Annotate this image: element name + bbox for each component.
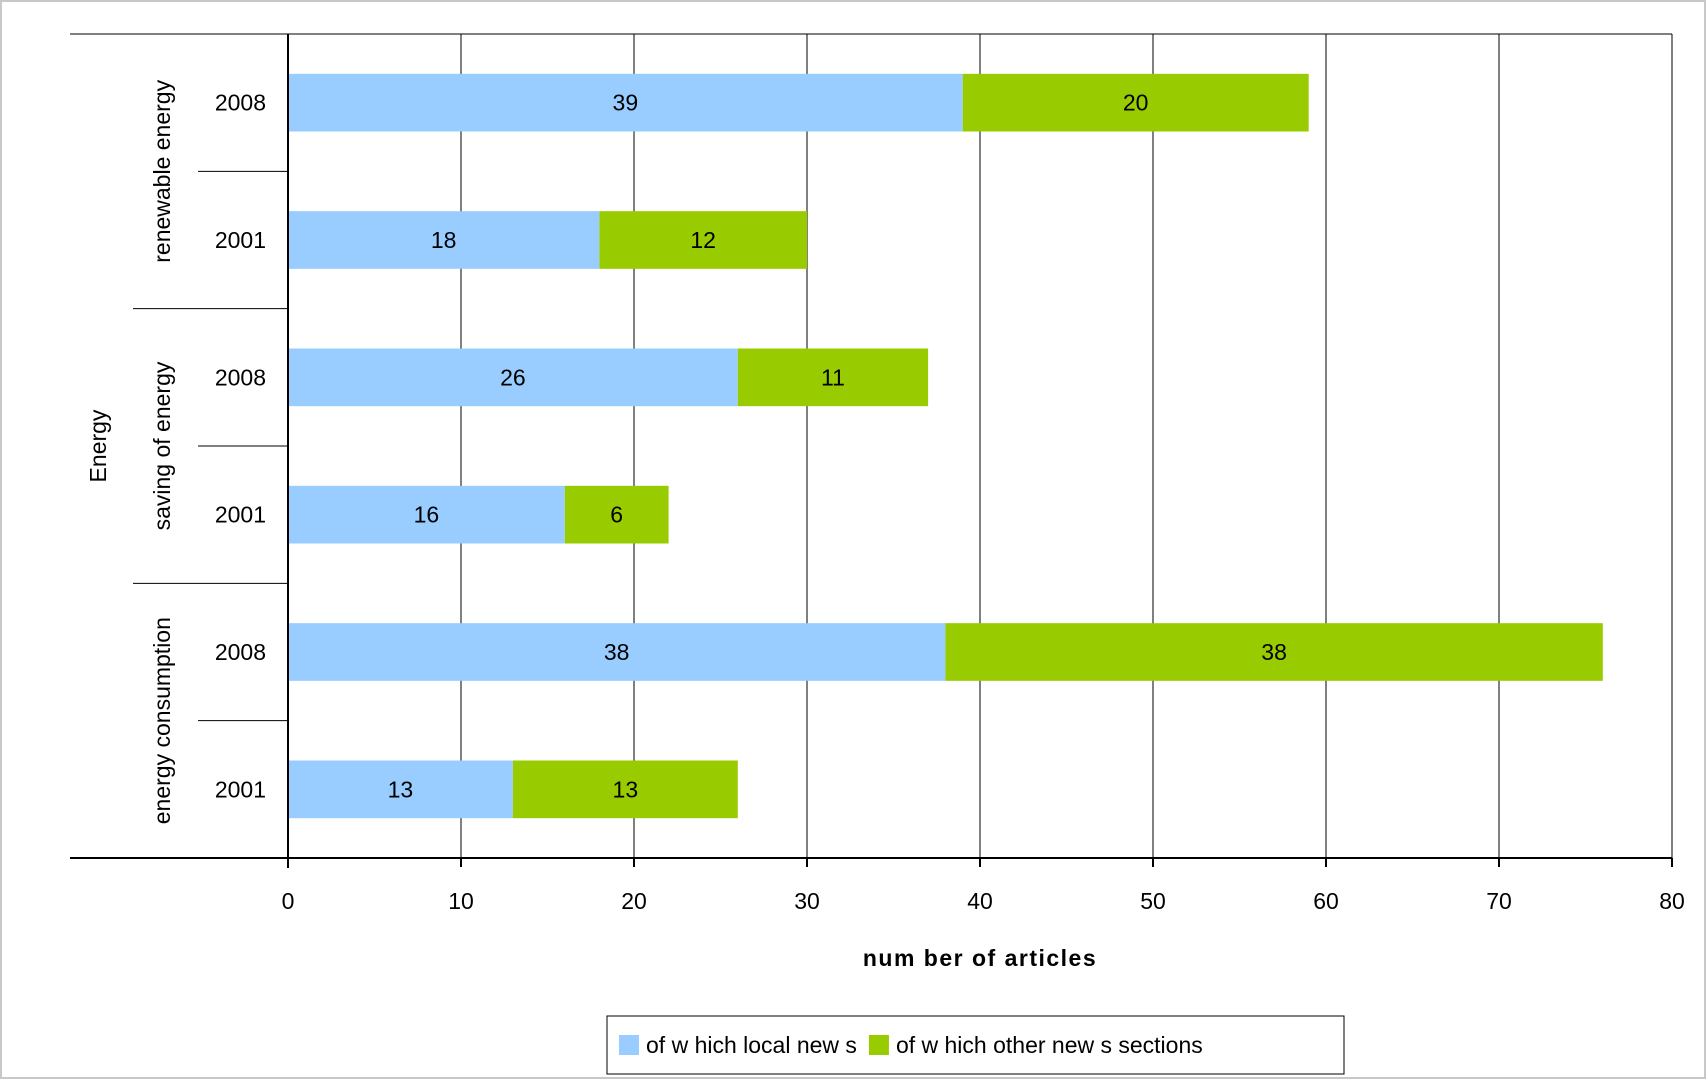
data-label: 38 [604,639,630,665]
data-label: 13 [613,776,639,802]
category-label: 2001 [215,776,266,802]
labels: 39 20 18 12 26 11 16 6 38 38 13 13 0 10 20 30 40 50 60 70 80… [85,79,1685,971]
legend-swatch [619,1035,639,1055]
x-tick-label: 50 [1140,888,1166,914]
bar-segment [945,623,1603,681]
data-label: 12 [690,227,716,253]
x-tick-label: 70 [1486,888,1512,914]
data-label: 11 [821,364,845,390]
bar-segment [599,211,807,269]
category-label: 2008 [215,364,266,390]
bar-segment [288,623,946,681]
x-tick-label: 60 [1313,888,1339,914]
category-label: 2001 [215,227,266,253]
data-label: 39 [613,90,639,116]
data-label: 16 [414,502,440,528]
bar-segment [564,485,669,544]
bar-segment [962,73,1309,132]
bars [288,73,1603,819]
category-label: 2008 [215,639,266,665]
legend-label: of w hich other new s sections [896,1032,1203,1058]
group-label: saving of energy [149,361,175,530]
data-label: 38 [1261,639,1287,665]
group-label: renewable energy [149,79,175,262]
data-label: 20 [1123,90,1149,116]
data-label: 6 [610,502,623,528]
data-label: 13 [388,776,414,802]
legend-swatch [868,1035,889,1055]
bar-segment [288,348,738,407]
legend-label: of w hich local new s [646,1032,857,1058]
legend: of w hich local new s of w hich other new… [606,1015,1345,1075]
bar-segment [288,73,963,132]
data-label: 26 [500,364,526,390]
bar-segment [288,485,565,544]
bar-segment [288,760,513,819]
category-label: 2008 [215,90,266,116]
outer-group-label: Energy [85,409,111,482]
bar-segment [737,348,929,407]
bar-segment [288,211,600,269]
x-tick-label: 30 [794,888,820,914]
x-tick-label: 20 [621,888,647,914]
axes [70,33,1673,868]
bar-segment [512,760,738,819]
group-label: energy consumption [149,617,175,824]
x-tick-label: 40 [967,888,993,914]
x-tick-label: 0 [282,888,295,914]
x-tick-label: 10 [448,888,474,914]
category-label: 2001 [215,502,266,528]
x-tick-label: 80 [1659,888,1685,914]
data-label: 18 [431,227,457,253]
x-axis-title: num ber of articles [863,945,1097,971]
legend-box [606,1015,1345,1075]
gridlines [460,34,1673,858]
